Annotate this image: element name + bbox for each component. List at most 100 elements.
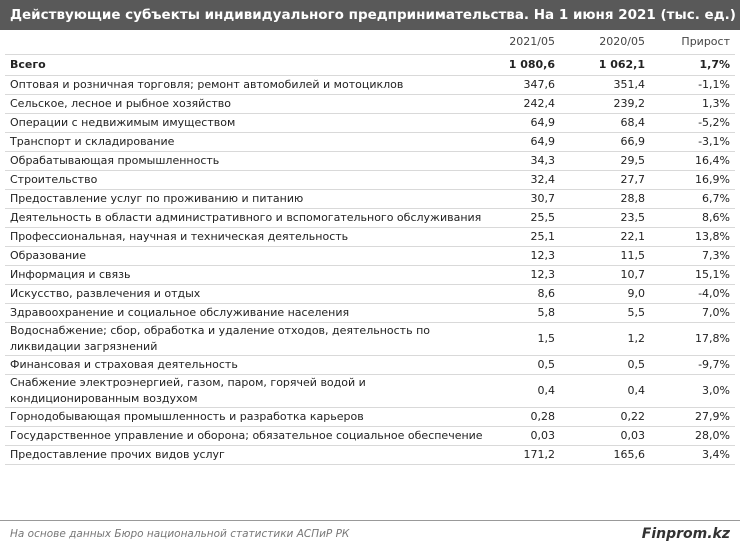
label-cell: Здравоохранение и социальное обслуживани… (5, 303, 495, 323)
number-cell: 0,03 (495, 426, 560, 446)
table-row: Предоставление прочих видов услуг 171,2 16… (5, 445, 735, 465)
number-cell: 0,5 (560, 355, 650, 375)
table-row: Информация и связь 12,3 10,7 15,1% (5, 265, 735, 285)
number-cell: 1,5 (495, 322, 560, 356)
number-cell: 13,8% (650, 227, 735, 247)
label-cell: Оптовая и розничная торговля; ремонт авт… (5, 75, 495, 95)
number-cell: 22,1 (560, 227, 650, 247)
table-row: Снабжение электроэнергией, газом, паром,… (5, 374, 735, 408)
table-row: Профессиональная, научная и техническая … (5, 227, 735, 247)
table-row: Деятельность в области административного… (5, 208, 735, 228)
number-cell: 2020/05 (560, 30, 650, 55)
number-cell: 7,0% (650, 303, 735, 323)
label-cell: Снабжение электроэнергией, газом, паром,… (5, 374, 495, 408)
label-cell: Информация и связь (5, 265, 495, 285)
table-row: Предоставление услуг по проживанию и пит… (5, 189, 735, 209)
number-cell: 242,4 (495, 94, 560, 114)
label-cell: Всего (5, 54, 495, 76)
label-cell: Горнодобывающая промышленность и разрабо… (5, 407, 495, 427)
number-cell: 1 062,1 (560, 54, 650, 76)
label-cell: Строительство (5, 170, 495, 190)
number-cell: 171,2 (495, 445, 560, 465)
label-cell: Профессиональная, научная и техническая … (5, 227, 495, 247)
number-cell: 0,22 (560, 407, 650, 427)
number-cell: 25,1 (495, 227, 560, 247)
number-cell: 25,5 (495, 208, 560, 228)
number-cell: 34,3 (495, 151, 560, 171)
number-cell: 64,9 (495, 132, 560, 152)
label-cell: Образование (5, 246, 495, 266)
number-cell: -5,2% (650, 113, 735, 133)
number-cell: 64,9 (495, 113, 560, 133)
label-cell: Предоставление прочих видов услуг (5, 445, 495, 465)
number-cell: 2021/05 (495, 30, 560, 55)
number-cell: 8,6% (650, 208, 735, 228)
number-cell: -4,0% (650, 284, 735, 304)
table-row: Здравоохранение и социальное обслуживани… (5, 303, 735, 323)
number-cell: 9,0 (560, 284, 650, 304)
brand: Finprom.kz (641, 525, 730, 542)
number-cell: 28,0% (650, 426, 735, 446)
number-cell: 1 080,6 (495, 54, 560, 76)
label-cell (5, 30, 495, 55)
number-cell: 347,6 (495, 75, 560, 95)
table-row: Всего 1 080,6 1 062,1 1,7% (5, 54, 735, 76)
number-cell: 16,9% (650, 170, 735, 190)
number-cell: 29,5 (560, 151, 650, 171)
number-cell: 165,6 (560, 445, 650, 465)
number-cell: 66,9 (560, 132, 650, 152)
number-cell: 10,7 (560, 265, 650, 285)
label-cell: Операции с недвижимым имуществом (5, 113, 495, 133)
label-cell: Деятельность в области административного… (5, 208, 495, 228)
table-row: Оптовая и розничная торговля; ремонт авт… (5, 75, 735, 95)
table-row: Операции с недвижимым имуществом 64,9 68,4… (5, 113, 735, 133)
number-cell: 351,4 (560, 75, 650, 95)
table-row: Сельское, лесное и рыбное хозяйство 242,4… (5, 94, 735, 114)
number-cell: 12,3 (495, 265, 560, 285)
title: Действующие субъекты индивидуального пре… (0, 0, 740, 30)
number-cell: -1,1% (650, 75, 735, 95)
number-cell: 0,4 (560, 374, 650, 408)
footer: На основе данных Бюро национальной стати… (0, 520, 740, 546)
table-row: Обрабатывающая промышленность 34,3 29,5 16,… (5, 151, 735, 171)
number-cell: 0,03 (560, 426, 650, 446)
number-cell: 30,7 (495, 189, 560, 209)
label-cell: Сельское, лесное и рыбное хозяйство (5, 94, 495, 114)
number-cell: 1,2 (560, 322, 650, 356)
number-cell: -3,1% (650, 132, 735, 152)
number-cell: Прирост (650, 30, 735, 55)
number-cell: 28,8 (560, 189, 650, 209)
number-cell: 5,8 (495, 303, 560, 323)
table-row: Искусство, развлечения и отдых 8,6 9,0 -4,0… (5, 284, 735, 304)
table-row: Финансовая и страховая деятельность 0,5 0,… (5, 355, 735, 375)
label-cell: Искусство, развлечения и отдых (5, 284, 495, 304)
number-cell: 12,3 (495, 246, 560, 266)
number-cell: 0,4 (495, 374, 560, 408)
table-row: 2021/05 2020/05 Прирост (5, 30, 735, 55)
number-cell: 23,5 (560, 208, 650, 228)
number-cell: 3,0% (650, 374, 735, 408)
table-row: Транспорт и складирование 64,9 66,9 -3,1% (5, 132, 735, 152)
number-cell: 27,7 (560, 170, 650, 190)
number-cell: 5,5 (560, 303, 650, 323)
source: На основе данных Бюро национальной стати… (10, 527, 350, 540)
label-cell: Транспорт и складирование (5, 132, 495, 152)
number-cell: 11,5 (560, 246, 650, 266)
table-row: Образование 12,3 11,5 7,3% (5, 246, 735, 266)
number-cell: 15,1% (650, 265, 735, 285)
number-cell: 0,28 (495, 407, 560, 427)
number-cell: 3,4% (650, 445, 735, 465)
label-cell: Предоставление услуг по проживанию и пит… (5, 189, 495, 209)
number-cell: 16,4% (650, 151, 735, 171)
number-cell: -9,7% (650, 355, 735, 375)
number-cell: 1,3% (650, 94, 735, 114)
number-cell: 17,8% (650, 322, 735, 356)
number-cell: 68,4 (560, 113, 650, 133)
number-cell: 32,4 (495, 170, 560, 190)
number-cell: 27,9% (650, 407, 735, 427)
number-cell: 1,7% (650, 54, 735, 76)
number-cell: 0,5 (495, 355, 560, 375)
label-cell: Обрабатывающая промышленность (5, 151, 495, 171)
table-row: Государственное управление и оборона; об… (5, 426, 735, 446)
